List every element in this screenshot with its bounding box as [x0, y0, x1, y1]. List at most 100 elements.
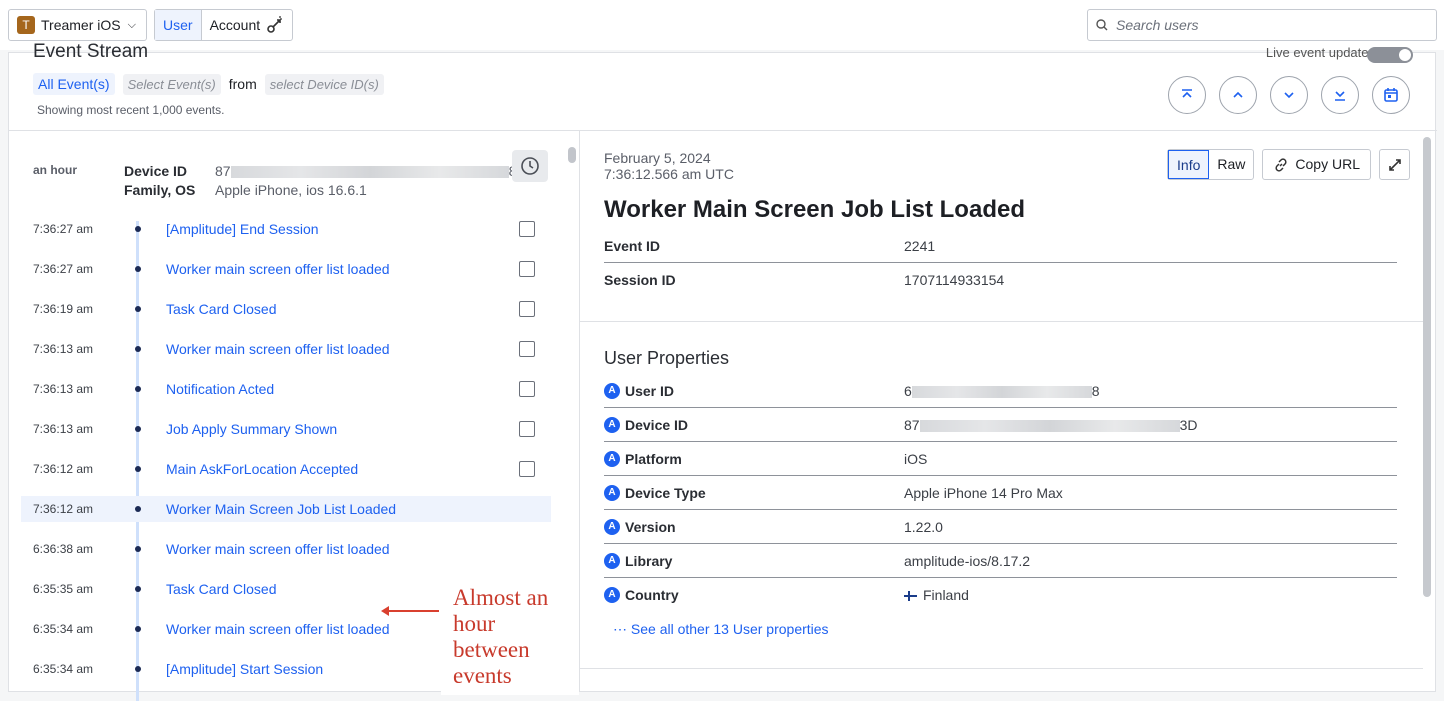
copy-url-button[interactable]: Copy URL — [1262, 149, 1371, 180]
amplitude-icon: A — [604, 518, 620, 535]
event-row[interactable]: 7:36:19 am Task Card Closed — [21, 296, 551, 322]
annotation-line-1: Almost an hour — [453, 585, 549, 636]
top-bar: T Treamer iOS ⌵ User Account — [0, 0, 1444, 50]
redacted-block — [911, 385, 1092, 398]
see-all-properties-link[interactable]: ⋯ See all other 13 User properties — [613, 621, 829, 638]
event-id-value: 2241 — [904, 237, 936, 254]
amplitude-icon: A — [604, 416, 620, 433]
event-checkbox[interactable] — [519, 421, 535, 437]
event-time: 7:36:12 am — [33, 462, 94, 476]
event-name-link[interactable]: Worker Main Screen Job List Loaded — [166, 501, 397, 517]
event-row[interactable]: 6:36:38 am Worker main screen offer list … — [21, 536, 551, 562]
raw-view-button[interactable]: Raw — [1217, 156, 1246, 172]
jump-top-button[interactable] — [1168, 76, 1206, 114]
timeline-dot — [135, 626, 141, 632]
event-row-selected[interactable]: 7:36:12 am Worker Main Screen Job List Lo… — [21, 496, 551, 522]
event-checkbox[interactable] — [519, 341, 535, 357]
timeline-dot — [135, 266, 141, 272]
prop-label: Device Type — [625, 484, 706, 501]
prop-value: iOS — [904, 450, 928, 467]
search-input[interactable] — [1116, 17, 1416, 33]
prop-row-country: A Country Finland — [604, 578, 1397, 612]
event-stream-title: Event Stream — [33, 41, 149, 62]
event-name-link[interactable]: Worker main screen offer list loaded — [166, 341, 390, 357]
prop-label: Country — [625, 587, 679, 603]
event-name-link[interactable]: Main AskForLocation Accepted — [166, 461, 359, 477]
view-mode-toggle: Info Raw — [1167, 149, 1255, 180]
device-id-prefix: 87 — [904, 416, 920, 433]
prop-row-device-type: A Device Type Apple iPhone 14 Pro Max — [604, 476, 1397, 510]
chevron-down-icon: ⌵ — [127, 18, 136, 31]
timeline-dot — [135, 506, 141, 512]
search-box[interactable] — [1087, 9, 1437, 41]
prev-event-button[interactable] — [1219, 76, 1257, 114]
event-row[interactable]: 7:36:12 am Main AskForLocation Accepted — [21, 456, 551, 482]
select-events-filter[interactable]: Select Event(s) — [122, 73, 221, 95]
event-filter-row: All Event(s) Select Event(s) from select… — [33, 73, 384, 95]
all-events-filter[interactable]: All Event(s) — [33, 73, 115, 95]
event-name-link[interactable]: Job Apply Summary Shown — [166, 421, 338, 437]
redacted-block — [230, 166, 509, 179]
event-row[interactable]: 7:36:13 am Notification Acted — [21, 376, 551, 402]
prop-key: A Platform — [604, 450, 904, 467]
prop-row-user-id: A User ID 6 8 — [604, 374, 1397, 408]
detail-scrollbar[interactable] — [1423, 137, 1431, 597]
event-name-link[interactable]: [Amplitude] Start Session — [166, 661, 324, 677]
section-divider — [580, 668, 1423, 669]
calendar-button[interactable] — [1372, 76, 1410, 114]
event-name-link[interactable]: [Amplitude] End Session — [166, 221, 319, 237]
live-updates-toggle[interactable] — [1367, 47, 1413, 63]
event-time: 7:36:13 am — [33, 422, 94, 436]
tab-user[interactable]: User — [155, 10, 202, 40]
event-row[interactable]: 7:36:27 am [Amplitude] End Session — [21, 216, 551, 242]
event-name-link[interactable]: Worker main screen offer list loaded — [166, 261, 390, 277]
timeline-dot — [135, 226, 141, 232]
event-checkbox[interactable] — [519, 461, 535, 477]
family-os-value: Apple iPhone, ios 16.6.1 — [215, 182, 367, 198]
event-time: 7:36:27 am — [33, 222, 94, 236]
app-selector[interactable]: T Treamer iOS ⌵ — [8, 9, 147, 41]
jump-bottom-icon — [1335, 91, 1345, 101]
event-checkbox[interactable] — [519, 301, 535, 317]
timeline-dot — [135, 426, 141, 432]
prop-key: A Device ID — [604, 416, 904, 433]
event-name-link[interactable]: Task Card Closed — [166, 581, 277, 597]
event-stream-panel: Event Stream Live event updates All Even… — [8, 41, 1437, 701]
amplitude-icon: A — [604, 552, 620, 569]
prop-key: A User ID — [604, 382, 904, 399]
event-list-pane: an hour Device ID Family, OS 878D Apple … — [9, 131, 579, 701]
event-name-link[interactable]: Task Card Closed — [166, 301, 277, 317]
next-event-button[interactable] — [1270, 76, 1308, 114]
select-device-filter[interactable]: select Device ID(s) — [264, 73, 384, 95]
event-list-scrollbar[interactable] — [568, 147, 576, 163]
event-checkbox[interactable] — [519, 381, 535, 397]
see-all-label: See all other 13 User properties — [630, 621, 829, 637]
event-checkbox[interactable] — [519, 261, 535, 277]
event-name-link[interactable]: Notification Acted — [166, 381, 275, 397]
event-name-link[interactable]: Worker main screen offer list loaded — [166, 621, 390, 637]
event-row[interactable]: 7:36:27 am Worker main screen offer list … — [21, 256, 551, 282]
user-id-suffix: 8 — [1091, 382, 1100, 399]
live-updates-label: Live event updates — [1265, 45, 1375, 60]
info-view-button[interactable]: Info — [1168, 150, 1210, 179]
clock-icon — [521, 157, 539, 175]
stream-nav-buttons — [1168, 76, 1410, 114]
time-format-button[interactable] — [512, 150, 548, 182]
prop-label: Version — [625, 518, 676, 535]
timeline-dot — [135, 466, 141, 472]
prop-value: Finland — [904, 587, 969, 603]
event-checkbox[interactable] — [519, 221, 535, 237]
event-timestamp: February 5, 2024 7:36:12.566 am UTC — [604, 150, 734, 182]
event-row[interactable]: 7:36:13 am Worker main screen offer list … — [21, 336, 551, 362]
annotation-note: Almost an hour between events — [441, 579, 579, 695]
event-name-link[interactable]: Worker main screen offer list loaded — [166, 541, 390, 557]
event-id-label: Event ID — [604, 237, 661, 254]
jump-bottom-button[interactable] — [1321, 76, 1359, 114]
prop-label: User ID — [625, 382, 675, 399]
device-id-prefix: 87 — [215, 163, 231, 179]
expand-button[interactable] — [1379, 149, 1410, 180]
search-icon — [1096, 19, 1108, 31]
tab-account[interactable]: Account — [202, 10, 293, 40]
event-row[interactable]: 7:36:13 am Job Apply Summary Shown — [21, 416, 551, 442]
